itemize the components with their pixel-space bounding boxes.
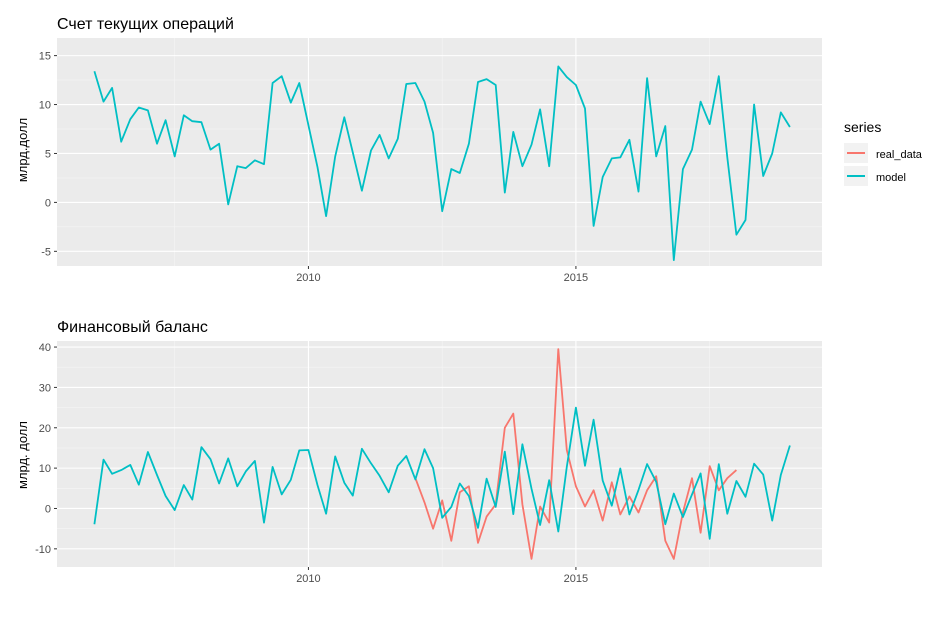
y-tick-label: 0: [45, 197, 51, 209]
y-axis-label: млрд. долл: [15, 421, 30, 489]
series-lines: [93, 65, 791, 261]
series-line-model: [93, 406, 791, 540]
x-tick-label: 2010: [296, 272, 320, 284]
legend-label-model: model: [876, 172, 906, 184]
x-tick-label: 2010: [296, 573, 320, 585]
tick-labels: -10 0 10 20 30 40 2010 2015: [35, 342, 588, 585]
series-lines: [93, 348, 791, 560]
tick-labels: -5 0 5 10 15 2010 2015: [39, 51, 588, 284]
series-line-model: [93, 65, 791, 261]
x-tick-label: 2015: [564, 573, 588, 585]
y-tick-label: 0: [45, 503, 51, 515]
y-tick-label: 10: [39, 100, 51, 112]
y-tick-label: 10: [39, 463, 51, 475]
series-line-real-data: [414, 348, 737, 560]
chart-title: Счет текущих операций: [57, 16, 234, 33]
y-tick-label: 15: [39, 51, 51, 63]
plot-background: [57, 38, 822, 266]
y-tick-label: 40: [39, 342, 51, 354]
y-tick-label: 5: [45, 148, 51, 160]
x-tick-label: 2015: [564, 272, 588, 284]
y-tick-label: 20: [39, 423, 51, 435]
legend: series real_data model: [844, 119, 923, 186]
chart-title: Финансовый баланс: [57, 319, 208, 336]
y-axis-label: млрд.долл: [15, 118, 30, 182]
panel-financial-balance: Финансовый баланс млрд. долл -10 0 10 20 30 4…: [15, 319, 822, 585]
legend-label-real-data: real_data: [876, 149, 923, 161]
plot-background: [57, 341, 822, 567]
y-tick-label: -5: [41, 246, 51, 258]
grid-lines: [57, 38, 822, 266]
legend-title: series: [844, 119, 881, 135]
y-tick-label: 30: [39, 382, 51, 394]
panel-current-account: Счет текущих операций млрд.долл -5 0 5 10 15…: [15, 16, 822, 284]
y-tick-label: -10: [35, 544, 51, 556]
